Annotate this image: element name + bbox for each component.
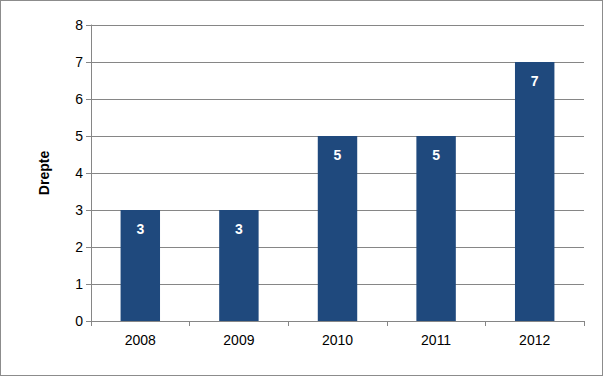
svg-text:3: 3	[75, 202, 83, 218]
svg-text:Drepte: Drepte	[36, 151, 52, 196]
svg-text:4: 4	[75, 165, 83, 181]
svg-text:5: 5	[334, 147, 342, 163]
svg-text:7: 7	[531, 73, 539, 89]
svg-text:7: 7	[75, 54, 83, 70]
svg-text:0: 0	[75, 313, 83, 329]
svg-text:2010: 2010	[322, 332, 353, 348]
svg-text:8: 8	[75, 17, 83, 33]
svg-text:3: 3	[235, 221, 243, 237]
svg-text:2012: 2012	[519, 332, 550, 348]
svg-text:3: 3	[136, 221, 144, 237]
svg-text:2: 2	[75, 239, 83, 255]
svg-text:5: 5	[75, 128, 83, 144]
svg-text:2011: 2011	[421, 332, 451, 348]
svg-text:6: 6	[75, 91, 83, 107]
svg-text:2008: 2008	[125, 332, 156, 348]
svg-text:1: 1	[75, 276, 83, 292]
svg-text:5: 5	[432, 147, 440, 163]
svg-text:2009: 2009	[223, 332, 254, 348]
